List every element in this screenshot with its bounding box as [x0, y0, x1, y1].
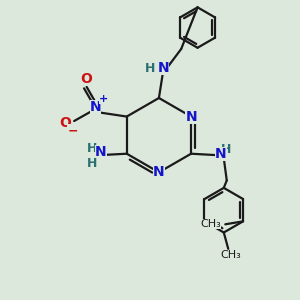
Text: N: N	[215, 147, 226, 161]
Text: N: N	[153, 165, 165, 179]
Text: N: N	[185, 110, 197, 124]
Text: O: O	[81, 71, 93, 85]
Text: H: H	[87, 142, 97, 155]
Text: CH₃: CH₃	[200, 219, 221, 229]
Text: CH₃: CH₃	[221, 250, 242, 260]
Text: O: O	[59, 116, 71, 130]
Text: N: N	[95, 145, 107, 159]
Text: +: +	[99, 94, 109, 104]
Text: N: N	[158, 61, 169, 75]
Text: N: N	[90, 100, 101, 114]
Text: −: −	[68, 124, 78, 137]
Text: H: H	[87, 157, 97, 170]
Text: H: H	[145, 62, 155, 75]
Text: H: H	[221, 143, 231, 156]
